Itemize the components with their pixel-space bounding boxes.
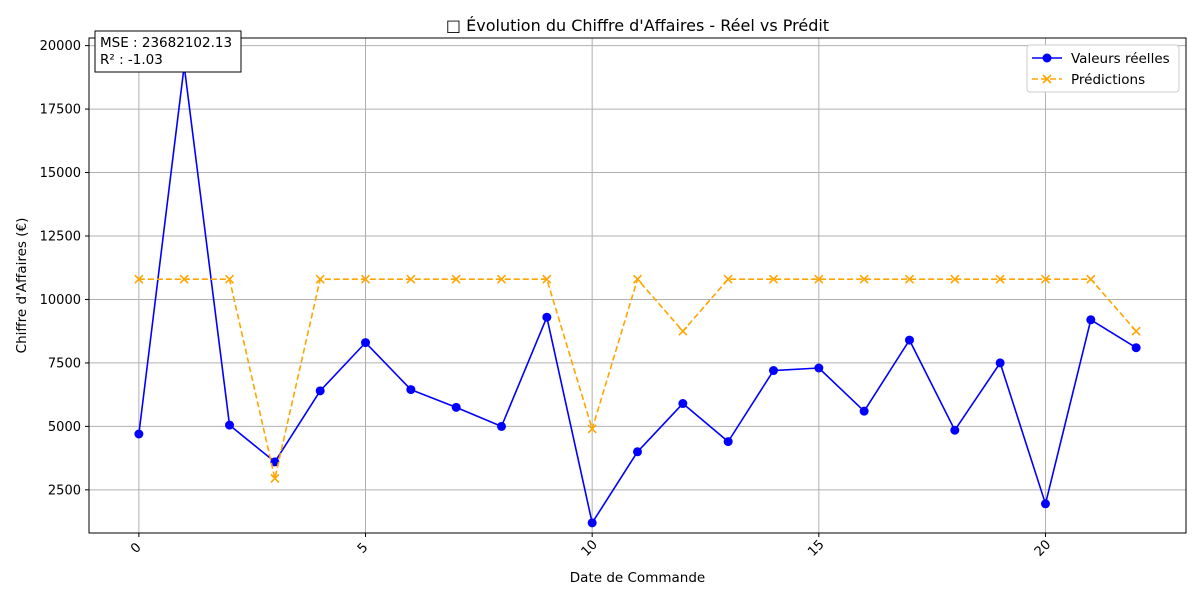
mse-text: MSE : 23682102.13 <box>100 35 232 51</box>
data-point <box>678 399 688 409</box>
x-axis-title: Date de Commande <box>570 570 705 586</box>
data-point <box>406 274 416 284</box>
data-point <box>587 424 597 434</box>
data-point <box>723 437 733 447</box>
legend-item: Valeurs réelles <box>1032 51 1170 67</box>
r2-text: R² : -1.03 <box>100 52 163 68</box>
y-tick-label: 15000 <box>40 166 81 181</box>
data-point <box>360 274 371 284</box>
data-point <box>1040 499 1050 509</box>
y-tick-label: 2500 <box>48 483 81 498</box>
legend-marker <box>1042 74 1052 84</box>
data-point <box>270 457 280 467</box>
series-predictions <box>134 274 1141 483</box>
chart-title: □ Évolution du Chiffre d'Affaires - Réel… <box>446 16 829 35</box>
y-tick-label: 5000 <box>48 420 81 435</box>
data-point <box>859 274 869 284</box>
data-point <box>1086 315 1096 325</box>
series-actual <box>134 61 1141 528</box>
data-point <box>814 363 824 373</box>
data-point <box>950 425 960 435</box>
y-tick-label: 17500 <box>40 103 81 118</box>
data-point <box>361 338 371 348</box>
data-point <box>179 274 189 284</box>
data-point <box>632 274 643 284</box>
y-tick-label: 7500 <box>48 356 81 371</box>
data-point <box>1086 274 1096 284</box>
legend-item: Prédictions <box>1032 72 1145 88</box>
data-point <box>995 274 1005 284</box>
data-point <box>904 335 914 345</box>
stats-annotation-box: MSE : 23682102.13 R² : -1.03 <box>94 30 242 73</box>
data-point <box>134 274 144 284</box>
legend: Valeurs réelles Prédictions <box>1026 44 1180 93</box>
y-axis-title: Chiffre d'Affaires (€) <box>14 218 30 354</box>
data-point <box>1131 326 1141 336</box>
data-point <box>768 366 778 376</box>
legend-frame <box>1026 44 1180 93</box>
y-tick-label: 10000 <box>40 293 81 308</box>
data-point <box>224 274 235 284</box>
data-point <box>1131 343 1141 353</box>
data-point <box>451 402 461 412</box>
data-point <box>814 274 824 284</box>
data-point <box>225 420 235 430</box>
data-point <box>451 274 461 284</box>
data-point <box>723 274 733 284</box>
grid <box>89 38 1186 533</box>
data-point <box>904 274 915 284</box>
data-point <box>995 358 1005 368</box>
data-point <box>315 386 325 396</box>
series-layer <box>134 61 1141 528</box>
legend-label: Prédictions <box>1071 72 1145 88</box>
data-point <box>678 326 688 336</box>
data-point <box>1040 274 1051 284</box>
data-point <box>406 385 416 395</box>
legend-marker <box>1042 53 1052 63</box>
data-point <box>315 274 325 284</box>
data-point <box>768 274 779 284</box>
axes: 0 5 10 15 2025005000750010000125001500017500… <box>40 39 1055 560</box>
data-point <box>134 429 144 439</box>
data-point <box>496 274 507 284</box>
data-point <box>859 406 869 416</box>
data-point <box>950 274 960 284</box>
data-point <box>497 421 507 431</box>
data-point <box>542 274 552 284</box>
plot-frame <box>88 37 1187 534</box>
legend-label: Valeurs réelles <box>1071 51 1170 67</box>
y-tick-label: 20000 <box>40 39 81 54</box>
stats-box-frame <box>94 30 242 73</box>
data-point <box>587 518 597 528</box>
y-tick-label: 12500 <box>40 230 81 245</box>
data-point <box>633 447 642 457</box>
data-point <box>542 312 552 322</box>
data-point <box>270 473 280 483</box>
